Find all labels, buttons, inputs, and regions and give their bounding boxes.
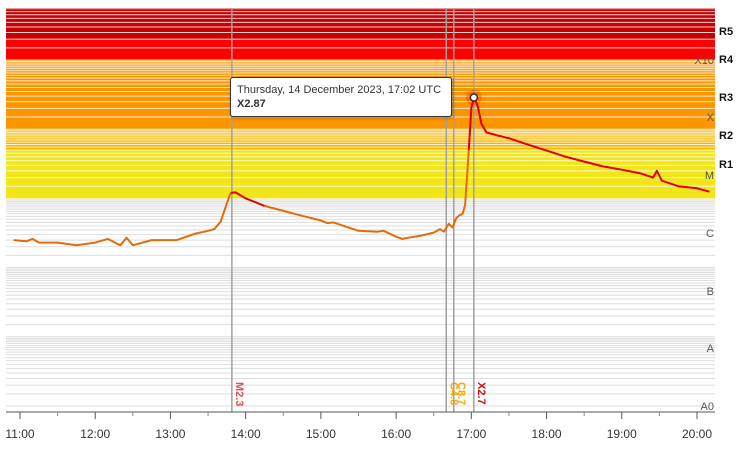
x-tick-label: 12:00 <box>80 427 110 441</box>
radio-blackout-labels: R1 R2 R3 R4 R5 <box>719 26 734 171</box>
x-tick-label: 17:00 <box>456 427 486 441</box>
log-gridlines <box>6 199 715 407</box>
flare-marker-label: M2.3 <box>233 382 245 406</box>
band-r5 <box>6 8 715 40</box>
flux-line <box>264 149 470 240</box>
flare-marker-label: C8.7 <box>455 382 467 405</box>
time-axis: 11:00 12:00 13:00 14:00 15:00 16:00 17:00 18:00… <box>5 411 715 441</box>
flare-class-labels: A0 A B C M X X10 <box>694 55 714 413</box>
data-tooltip: Thursday, 14 December 2023, 17:02 UTC X2… <box>230 77 452 117</box>
flux-line <box>467 96 710 193</box>
flux-series <box>13 96 710 247</box>
class-label-b: B <box>707 286 714 298</box>
hover-indicator <box>465 89 482 106</box>
hover-point <box>469 93 479 102</box>
flare-event-markers: M2.3C4.8C8.7X2.7 <box>231 8 487 412</box>
x-tick-label: 20:00 <box>682 427 712 441</box>
flux-line <box>230 191 265 207</box>
x-tick-label: 13:00 <box>155 427 185 441</box>
r-label-r4: R4 <box>719 54 734 66</box>
x-tick-label: 18:00 <box>532 427 562 441</box>
class-label-c: C <box>706 228 714 240</box>
band-r1 <box>6 150 715 199</box>
r-label-r1: R1 <box>719 159 733 171</box>
x-tick-label: 11:00 <box>5 427 34 441</box>
class-label-m: M <box>705 170 714 182</box>
flux-line <box>13 192 232 247</box>
x-tick-label: 15:00 <box>306 427 336 441</box>
tooltip-date: Thursday, 14 December 2023, 17:02 UTC <box>237 84 442 96</box>
class-label-a: A <box>707 343 715 355</box>
class-label-a0: A0 <box>701 401 714 413</box>
x-tick-label: 16:00 <box>381 427 411 441</box>
x-tick-label: 14:00 <box>231 427 261 441</box>
r-label-r3: R3 <box>719 92 733 104</box>
band-r4 <box>6 39 715 60</box>
r-label-r5: R5 <box>719 26 733 38</box>
r-label-r2: R2 <box>719 130 733 142</box>
flare-marker-label: X2.7 <box>475 382 487 405</box>
class-label-x10: X10 <box>694 55 714 67</box>
tooltip-value: X2.87 <box>237 98 266 110</box>
x-tick-label: 19:00 <box>607 427 637 441</box>
class-label-x: X <box>707 112 715 124</box>
